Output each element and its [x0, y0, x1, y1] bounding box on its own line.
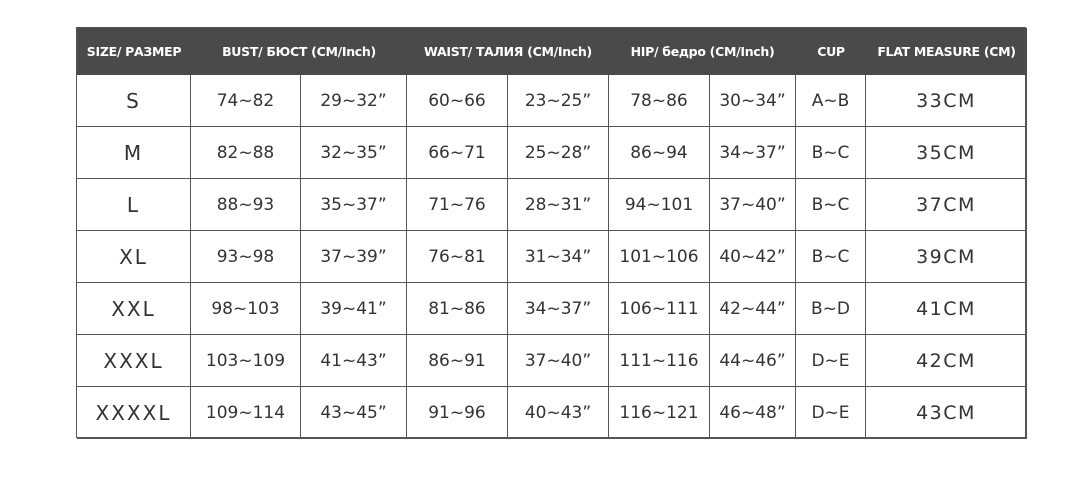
table-cell: 78~86	[609, 75, 710, 127]
table-cell: D~E	[796, 387, 866, 439]
table-cell: 40~42”	[710, 231, 796, 283]
table-cell: 30~34”	[710, 75, 796, 127]
table-cell: 43~45”	[301, 387, 407, 439]
table-cell: 81~86	[407, 283, 508, 335]
table-cell: 86~91	[407, 335, 508, 387]
header-cell: WAIST/ ТАЛИЯ (CM/Inch)	[407, 28, 609, 75]
table-cell: 42CM	[866, 335, 1027, 387]
size-table: SIZE/ РАЗМЕР BUST/ БЮСТ (CM/Inch) WAIST/ Т…	[76, 27, 1027, 439]
table-cell: 40~43”	[508, 387, 609, 439]
table-cell: 43CM	[866, 387, 1027, 439]
table-cell: 33CM	[866, 75, 1027, 127]
table-cell: 106~111	[609, 283, 710, 335]
table-cell: 116~121	[609, 387, 710, 439]
header-cell: FLAT MEASURE (CM)	[866, 28, 1027, 75]
table-cell: A~B	[796, 75, 866, 127]
table-cell: 25~28”	[508, 127, 609, 179]
table-cell: 60~66	[407, 75, 508, 127]
table-cell: 28~31”	[508, 179, 609, 231]
table-cell: 41~43”	[301, 335, 407, 387]
table-cell: 88~93	[191, 179, 301, 231]
size-cell: M	[77, 127, 191, 179]
header-cell: HIP/ бедро (CM/Inch)	[609, 28, 796, 75]
table-cell: 35CM	[866, 127, 1027, 179]
table-cell: 82~88	[191, 127, 301, 179]
table-cell: 34~37”	[710, 127, 796, 179]
table-cell: 98~103	[191, 283, 301, 335]
header-cell: CUP	[796, 28, 866, 75]
table-cell: B~C	[796, 127, 866, 179]
table-cell: 44~46”	[710, 335, 796, 387]
table-cell: 93~98	[191, 231, 301, 283]
table-cell: 74~82	[191, 75, 301, 127]
table-cell: 86~94	[609, 127, 710, 179]
table-cell: 76~81	[407, 231, 508, 283]
table-cell: 37CM	[866, 179, 1027, 231]
header-cell: BUST/ БЮСТ (CM/Inch)	[191, 28, 407, 75]
table-cell: 42~44”	[710, 283, 796, 335]
size-cell: XXXXL	[77, 387, 191, 439]
table-cell: D~E	[796, 335, 866, 387]
table-cell: 35~37”	[301, 179, 407, 231]
table-cell: 37~40”	[710, 179, 796, 231]
table-cell: 101~106	[609, 231, 710, 283]
table-cell: 23~25”	[508, 75, 609, 127]
header-cell: SIZE/ РАЗМЕР	[77, 28, 191, 75]
table-cell: 32~35”	[301, 127, 407, 179]
table-cell: 39CM	[866, 231, 1027, 283]
table-cell: 111~116	[609, 335, 710, 387]
size-cell: XXXL	[77, 335, 191, 387]
table-cell: B~D	[796, 283, 866, 335]
size-cell: L	[77, 179, 191, 231]
table-cell: 41CM	[866, 283, 1027, 335]
size-cell: XXL	[77, 283, 191, 335]
table-cell: 29~32”	[301, 75, 407, 127]
table-cell: 37~40”	[508, 335, 609, 387]
size-cell: S	[77, 75, 191, 127]
table-cell: 37~39”	[301, 231, 407, 283]
table-cell: 46~48”	[710, 387, 796, 439]
table-cell: 109~114	[191, 387, 301, 439]
table-cell: 34~37”	[508, 283, 609, 335]
size-cell: XL	[77, 231, 191, 283]
table-cell: 39~41”	[301, 283, 407, 335]
table-cell: 103~109	[191, 335, 301, 387]
table-cell: 94~101	[609, 179, 710, 231]
table-cell: 71~76	[407, 179, 508, 231]
table-cell: B~C	[796, 179, 866, 231]
table-cell: 91~96	[407, 387, 508, 439]
table-cell: B~C	[796, 231, 866, 283]
table-cell: 66~71	[407, 127, 508, 179]
table-cell: 31~34”	[508, 231, 609, 283]
